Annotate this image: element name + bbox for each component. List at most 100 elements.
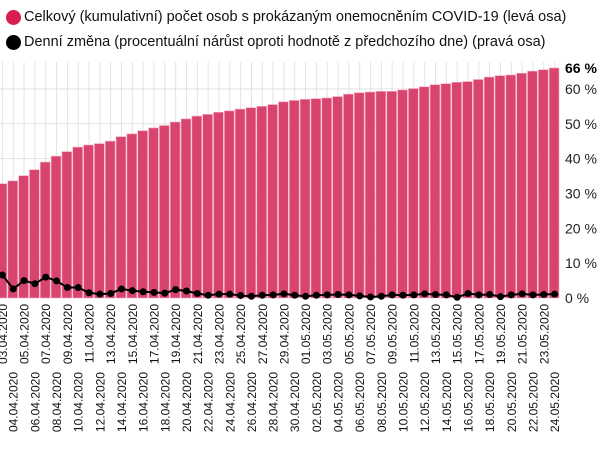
bar: [83, 144, 94, 299]
daily-change-line: [1, 274, 555, 299]
x-axis-date-label: 11.05.2020: [407, 304, 421, 363]
legend-label-daily-change: Denní změna (procentuální nárůst oproti …: [24, 34, 546, 50]
bar: [234, 108, 246, 299]
bar: [483, 76, 495, 299]
daily-change-point: [312, 291, 320, 299]
right-axis-tick-label: 30 %: [565, 185, 597, 201]
bar: [289, 100, 300, 299]
daily-change-point: [356, 292, 364, 300]
daily-change-point: [367, 293, 375, 301]
daily-change-point: [410, 291, 418, 299]
daily-change-point: [42, 273, 50, 281]
x-axis-date-label: 10.05.2020: [397, 372, 411, 432]
x-axis-date-label: 13.05.2020: [429, 304, 443, 364]
daily-change-point: [0, 271, 6, 279]
bar: [451, 81, 462, 299]
daily-change-point: [442, 291, 450, 299]
bar: [473, 79, 484, 299]
bar: [115, 136, 127, 299]
daily-change-point: [118, 285, 126, 293]
daily-change-point: [399, 291, 407, 299]
daily-change-point: [247, 292, 255, 300]
daily-change-point: [9, 285, 17, 293]
daily-change-point: [204, 291, 212, 299]
bar: [202, 114, 213, 299]
bar: [40, 161, 51, 299]
bar: [245, 107, 257, 299]
x-axis-date-label: 10.04.2020: [72, 372, 86, 432]
legend-item-daily-change[interactable]: Denní změna (procentuální nárůst oproti …: [6, 34, 546, 50]
bar: [72, 146, 83, 299]
right-axis-tick-label: 60 %: [565, 81, 597, 97]
x-axis-date-label: 18.04.2020: [158, 372, 172, 432]
x-axis-date-label: 04.04.2020: [7, 372, 21, 432]
x-axis-date-label: 21.04.2020: [191, 304, 205, 364]
bar: [364, 91, 376, 299]
daily-change-point: [172, 286, 180, 294]
bar: [494, 75, 506, 299]
bar: [527, 70, 538, 299]
daily-change-point: [128, 287, 136, 295]
x-axis-date-label: 16.04.2020: [137, 372, 151, 432]
legend-item-cumulative[interactable]: Celkový (kumulativní) počet osob s proká…: [6, 9, 566, 25]
x-axis-date-label: 16.05.2020: [461, 372, 475, 432]
bar: [353, 92, 365, 299]
right-axis-tick-label: 0 %: [565, 290, 589, 306]
x-axis-date-label: 29.04.2020: [277, 304, 291, 364]
x-axis-date-label: 23.05.2020: [537, 304, 551, 364]
x-axis-date-label: 12.05.2020: [418, 372, 432, 432]
bar: [256, 106, 267, 299]
bar: [126, 133, 138, 299]
bar: [429, 84, 441, 299]
x-axis-date-label: 08.05.2020: [375, 372, 389, 432]
daily-change-point: [291, 291, 299, 299]
x-axis-date-label: 23.04.2020: [212, 304, 226, 364]
daily-change-point: [496, 293, 504, 301]
daily-change-point: [269, 291, 277, 299]
right-axis-tick-label: 10 %: [565, 255, 597, 271]
x-axis-date-label: 06.05.2020: [353, 372, 367, 432]
x-axis-date-label: 26.04.2020: [245, 372, 259, 432]
daily-change-point: [431, 291, 439, 299]
daily-change-point: [507, 291, 515, 299]
x-axis-date-label: 20.04.2020: [180, 372, 194, 432]
legend-label-cumulative: Celkový (kumulativní) počet osob s proká…: [24, 9, 567, 25]
daily-change-point: [377, 292, 385, 300]
bar: [418, 86, 430, 299]
bar: [267, 104, 278, 299]
right-axis-tick-label: 50 %: [565, 116, 597, 132]
x-axis-date-label: 30.04.2020: [288, 372, 302, 432]
x-axis-date-label: 18.05.2020: [483, 372, 497, 432]
x-axis-date-label: 06.04.2020: [28, 372, 42, 432]
daily-change-point: [475, 291, 483, 299]
x-axis-date-label: 14.05.2020: [440, 372, 454, 432]
daily-change-point: [237, 292, 245, 300]
daily-change-point: [53, 277, 61, 285]
bar: [397, 89, 408, 299]
bar: [516, 72, 527, 299]
daily-change-point: [518, 290, 526, 298]
x-axis-date-label: 09.05.2020: [386, 304, 400, 364]
daily-change-point: [31, 280, 39, 288]
bar: [375, 91, 387, 299]
daily-change-point: [74, 284, 82, 292]
x-axis-date-label: 01.05.2020: [299, 304, 313, 364]
x-axis-date-label: 17.04.2020: [147, 304, 161, 364]
x-axis-date-label: 05.05.2020: [342, 304, 356, 364]
daily-change-point: [334, 291, 342, 299]
x-axis-date-label: 02.05.2020: [310, 372, 324, 432]
x-axis-date-label: 13.04.2020: [104, 304, 118, 364]
bar: [321, 97, 332, 299]
daily-change-point: [323, 291, 331, 299]
daily-change-point: [182, 287, 190, 295]
bar: [310, 98, 322, 299]
daily-change-point: [551, 290, 559, 298]
bar: [137, 130, 148, 299]
daily-change-point: [464, 289, 472, 297]
x-axis-date-label: 08.04.2020: [50, 372, 64, 432]
x-axis-date-label: 03.05.2020: [321, 304, 335, 364]
x-axis-date-label: 11.04.2020: [83, 304, 97, 363]
daily-change-point: [107, 289, 115, 297]
daily-change-point: [226, 290, 234, 298]
daily-change-point: [215, 290, 223, 298]
